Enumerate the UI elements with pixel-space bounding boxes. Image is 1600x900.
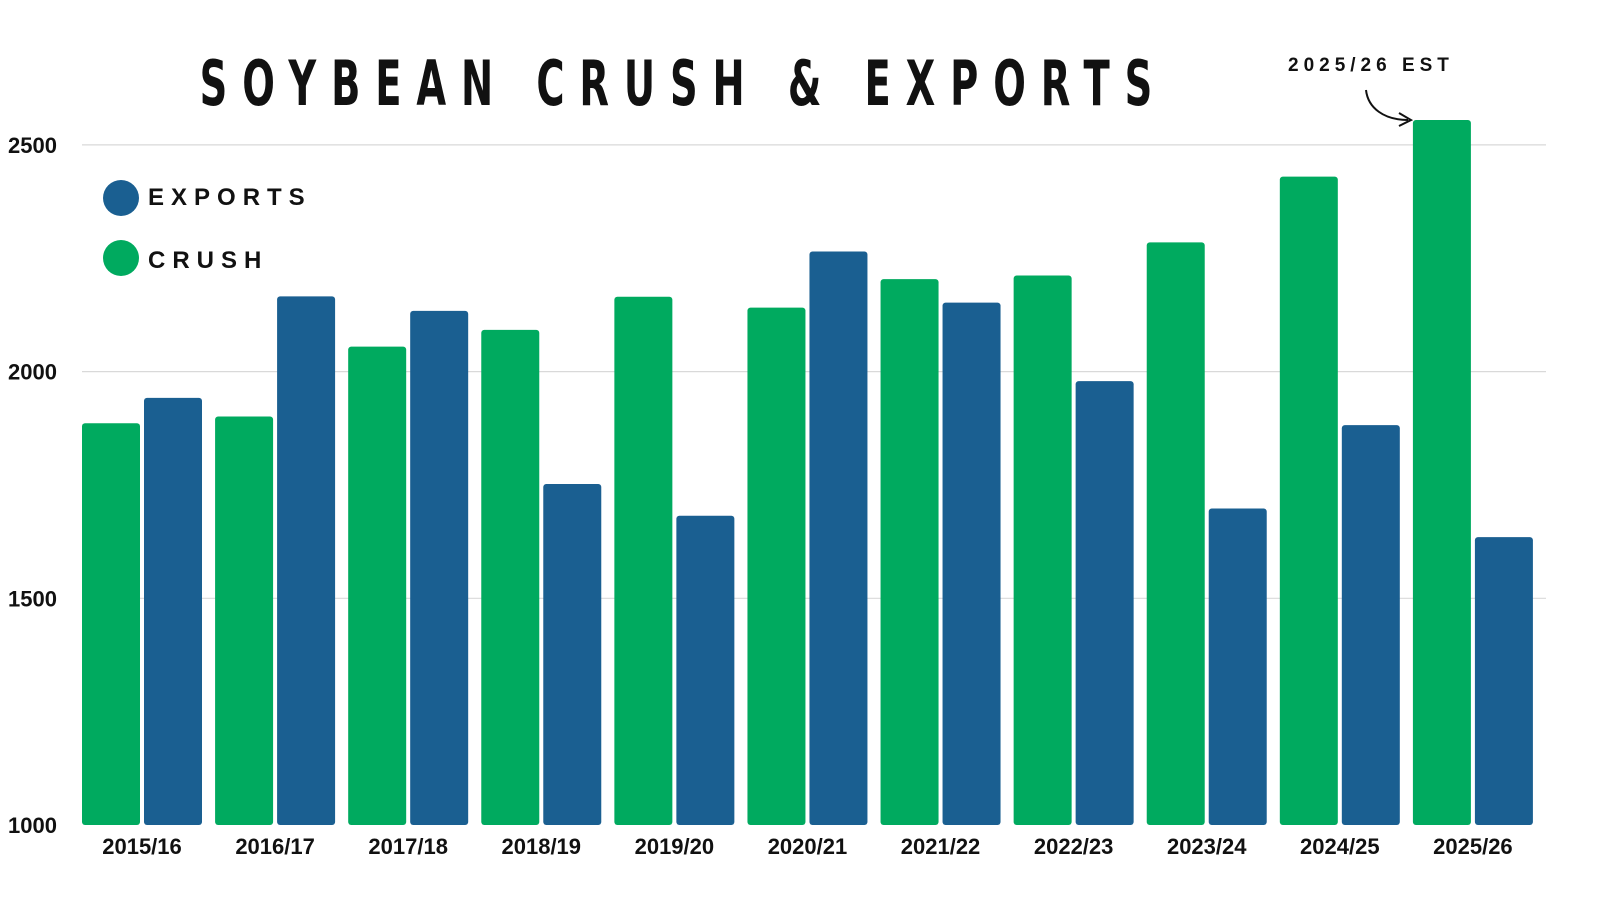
bar-crush-2018-19: [481, 329, 540, 825]
legend: EXPORTS CRUSH: [103, 180, 312, 276]
x-tick-label: 2017/18: [368, 834, 448, 859]
legend-label-crush: CRUSH: [148, 247, 268, 274]
annotation-arrowhead-icon: [1398, 112, 1414, 127]
x-tick-label: 2021/22: [901, 834, 981, 859]
bar-crush-2025-26: [1412, 119, 1471, 825]
bar-crush-2015-16: [82, 423, 140, 825]
bar-exports-2017-18: [410, 310, 469, 826]
bar-crush-2020-21: [747, 307, 806, 825]
y-tick-label: 2000: [8, 360, 57, 385]
x-tick-label: 2016/17: [235, 834, 315, 859]
legend-swatch-exports: [103, 180, 139, 216]
x-tick-label: 2015/16: [102, 834, 182, 859]
x-axis-ticks: 2015/16 2016/17 2017/18 2018/19 2019/20 2020/…: [102, 834, 1512, 859]
y-tick-label: 2500: [8, 133, 57, 158]
y-tick-label: 1000: [8, 813, 57, 838]
bar-crush-2023-24: [1146, 242, 1205, 826]
estimate-annotation: 2025/26 EST: [1288, 55, 1454, 127]
x-tick-label: 2019/20: [635, 834, 715, 859]
bar-crush-2021-22: [880, 279, 939, 825]
bar-crush-2017-18: [348, 346, 407, 825]
x-tick-label: 2018/19: [502, 834, 582, 859]
bar-crush-2016-17: [215, 416, 274, 825]
bar-exports-2022-23: [1075, 381, 1134, 825]
bar-crush-2024-25: [1279, 176, 1338, 825]
y-tick-label: 1500: [8, 586, 57, 611]
y-axis-ticks: 1000 1500 2000 2500: [8, 133, 57, 838]
x-tick-label: 2022/23: [1034, 834, 1114, 859]
bar-crush-2022-23: [1013, 275, 1072, 825]
bar-exports-2023-24: [1208, 508, 1267, 825]
bar-exports-2020-21: [809, 251, 868, 826]
legend-label-exports: EXPORTS: [148, 184, 312, 211]
x-tick-label: 2024/25: [1300, 834, 1380, 859]
x-tick-label: 2023/24: [1167, 834, 1247, 859]
bar-exports-2018-19: [543, 484, 602, 825]
bar-crush-2019-20: [614, 296, 673, 825]
bar-exports-2021-22: [942, 302, 1001, 825]
chart-title: SOYBEAN CRUSH & EXPORTS: [200, 49, 1168, 121]
bar-exports-2015-16: [144, 397, 202, 825]
legend-swatch-crush: [103, 240, 139, 276]
bar-exports-2016-17: [277, 296, 336, 826]
bars: [82, 119, 1533, 826]
bar-exports-2024-25: [1341, 425, 1400, 825]
annotation-label: 2025/26 EST: [1288, 55, 1454, 76]
x-tick-label: 2020/21: [768, 834, 848, 859]
bar-exports-2019-20: [676, 515, 735, 825]
x-tick-label: 2025/26: [1433, 834, 1513, 859]
annotation-arrow-icon: [1365, 89, 1409, 121]
bar-exports-2025-26: [1474, 537, 1533, 825]
